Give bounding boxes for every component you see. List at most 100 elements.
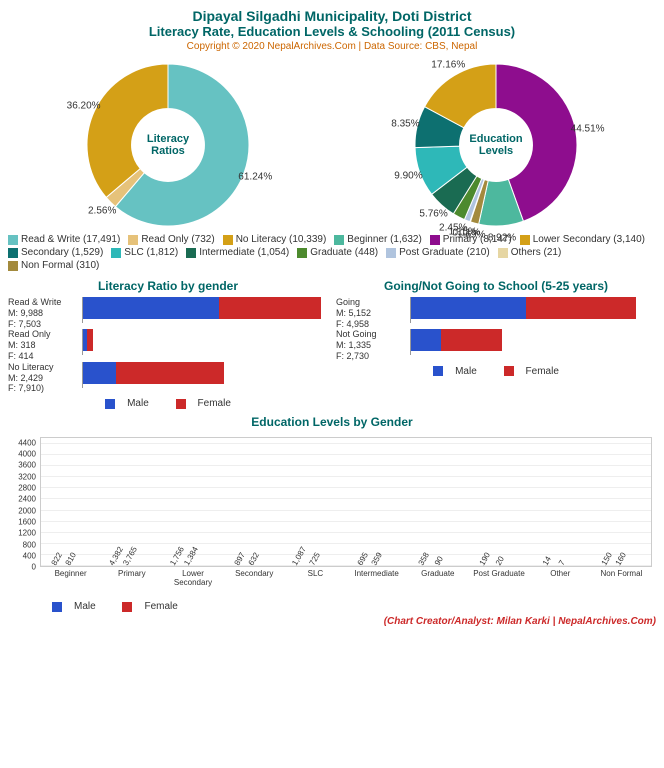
hbar-male-seg	[411, 297, 526, 319]
legend-swatch	[186, 248, 196, 258]
title-line-2: Literacy Rate, Education Levels & School…	[8, 24, 656, 39]
legend-label: Read & Write (17,491)	[21, 234, 120, 245]
donut-slice	[87, 64, 168, 197]
vbar-value: 359	[369, 551, 383, 567]
female-label: Female	[526, 366, 559, 377]
vbar-value: 1,087	[291, 545, 309, 567]
legend-label: No Literacy (10,339)	[236, 234, 327, 245]
legend-label: Lower Secondary (3,140)	[533, 234, 645, 245]
legend-label: Non Formal (310)	[21, 260, 99, 271]
hbar-label: GoingM: 5,152F: 4,958	[336, 297, 408, 329]
legend-label: Primary (8,147)	[443, 234, 512, 245]
male-label: Male	[127, 398, 149, 409]
gender-legend-1: Male Female	[8, 398, 328, 409]
footer-credit: (Chart Creator/Analyst: Milan Karki | Ne…	[8, 616, 656, 627]
vbar-ytick: 400	[8, 551, 36, 560]
hbar-row: Literacy Ratio by gender Read & WriteM: …	[8, 273, 656, 409]
donut-center-label: EducationLevels	[469, 133, 522, 157]
vbar-xlabel: Graduate	[407, 569, 468, 597]
hbar-bars	[82, 362, 328, 388]
legend-item: Intermediate (1,054)	[186, 247, 289, 258]
legend-swatch	[386, 248, 396, 258]
vbar-value: 4,382	[107, 545, 125, 567]
legend-item: Read Only (732)	[128, 234, 214, 245]
legend-swatch	[334, 235, 344, 245]
page-header: Dipayal Silgadhi Municipality, Doti Dist…	[8, 8, 656, 52]
hbar-bars	[82, 297, 328, 323]
legend-item: Primary (8,147)	[430, 234, 512, 245]
hbar-female-seg	[87, 329, 93, 351]
hbar-bars	[410, 329, 656, 355]
vbar-ytick: 0	[8, 563, 36, 572]
legend-swatch	[128, 235, 138, 245]
vbar-groups: 8228104,3823,7651,7561,3848976321,087725…	[40, 437, 652, 567]
legend-item: Lower Secondary (3,140)	[520, 234, 645, 245]
legend-swatch	[8, 261, 18, 271]
edu-by-gender-section: Education Levels by Gender 0400800120016…	[8, 415, 656, 612]
male-swatch	[105, 399, 115, 409]
legend-swatch	[223, 235, 233, 245]
vbar-xlabel: Lower Secondary	[162, 569, 223, 597]
donut-center-label: LiteracyRatios	[147, 133, 189, 157]
vbar-value: 358	[416, 551, 430, 567]
male-swatch	[52, 602, 62, 612]
literacy-donut: 61.24%2.56%36.20%LiteracyRatios	[8, 60, 328, 230]
vbar-xlabel: Beginner	[40, 569, 101, 597]
vbar-xlabel: Secondary	[224, 569, 285, 597]
hbar-row: No LiteracyM: 2,429F: 7,910)	[8, 362, 328, 388]
gender-legend-2: Male Female	[336, 366, 656, 377]
legend-label: Intermediate (1,054)	[199, 247, 289, 258]
hbar-female-seg	[441, 329, 502, 351]
hbar-male-seg	[411, 329, 441, 351]
gender-legend-3: Male Female	[40, 601, 656, 612]
hbar-female-seg	[219, 297, 321, 319]
legend-label: Read Only (732)	[141, 234, 214, 245]
combined-legend: Read & Write (17,491) Read Only (732) No L…	[8, 234, 656, 273]
female-swatch	[176, 399, 186, 409]
copyright-line: Copyright © 2020 NepalArchives.Com | Dat…	[8, 41, 656, 52]
vbar-value: 90	[433, 555, 445, 567]
hbar-row: Read & WriteM: 9,988F: 7,503	[8, 297, 328, 323]
vbar-ytick: 3200	[8, 472, 36, 481]
male-label: Male	[74, 601, 96, 612]
legend-item: Post Graduate (210)	[386, 247, 490, 258]
hbar-row: Not GoingM: 1,335F: 2,730	[336, 329, 656, 355]
legend-label: Post Graduate (210)	[399, 247, 490, 258]
legend-swatch	[430, 235, 440, 245]
female-swatch	[504, 366, 514, 376]
vbar-xlabels: BeginnerPrimaryLower SecondarySecondaryS…	[40, 569, 652, 597]
literacy-by-gender-chart: Read & WriteM: 9,988F: 7,503Read OnlyM: …	[8, 297, 328, 394]
vbar-ytick: 2400	[8, 495, 36, 504]
legend-item: Graduate (448)	[297, 247, 378, 258]
edu-by-gender-title: Education Levels by Gender	[8, 415, 656, 429]
legend-label: Beginner (1,632)	[347, 234, 422, 245]
legend-label: Secondary (1,529)	[21, 247, 103, 258]
vbar-ytick: 2800	[8, 484, 36, 493]
schooling-section: Going/Not Going to School (5-25 years) G…	[336, 273, 656, 409]
legend-item: Others (21)	[498, 247, 562, 258]
education-donut-section: 44.51%8.92%1.69%0.11%1.15%2.45%5.76%9.90…	[336, 60, 656, 230]
legend-swatch	[297, 248, 307, 258]
vbar-xlabel: Primary	[101, 569, 162, 597]
legend-item: SLC (1,812)	[111, 247, 178, 258]
female-swatch	[122, 602, 132, 612]
female-label: Female	[144, 601, 177, 612]
hbar-label: Not GoingM: 1,335F: 2,730	[336, 329, 408, 361]
vbar-value: 822	[49, 551, 63, 567]
literacy-donut-section: 61.24%2.56%36.20%LiteracyRatios	[8, 60, 328, 230]
education-donut: 44.51%8.92%1.69%0.11%1.15%2.45%5.76%9.90…	[336, 60, 656, 230]
vbar-ytick: 1200	[8, 529, 36, 538]
vbar-value: 695	[355, 551, 369, 567]
hbar-bars	[410, 297, 656, 323]
vbar-xlabel: Other	[530, 569, 591, 597]
vbar-value: 632	[247, 551, 261, 567]
legend-swatch	[111, 248, 121, 258]
legend-label: Graduate (448)	[310, 247, 378, 258]
vbar-value: 160	[614, 551, 628, 567]
vbar-value: 725	[308, 551, 322, 567]
hbar-label: Read & WriteM: 9,988F: 7,503	[8, 297, 80, 329]
literacy-by-gender-title: Literacy Ratio by gender	[8, 279, 328, 293]
title-line-1: Dipayal Silgadhi Municipality, Doti Dist…	[8, 8, 656, 24]
literacy-by-gender-section: Literacy Ratio by gender Read & WriteM: …	[8, 273, 328, 409]
female-label: Female	[198, 398, 231, 409]
